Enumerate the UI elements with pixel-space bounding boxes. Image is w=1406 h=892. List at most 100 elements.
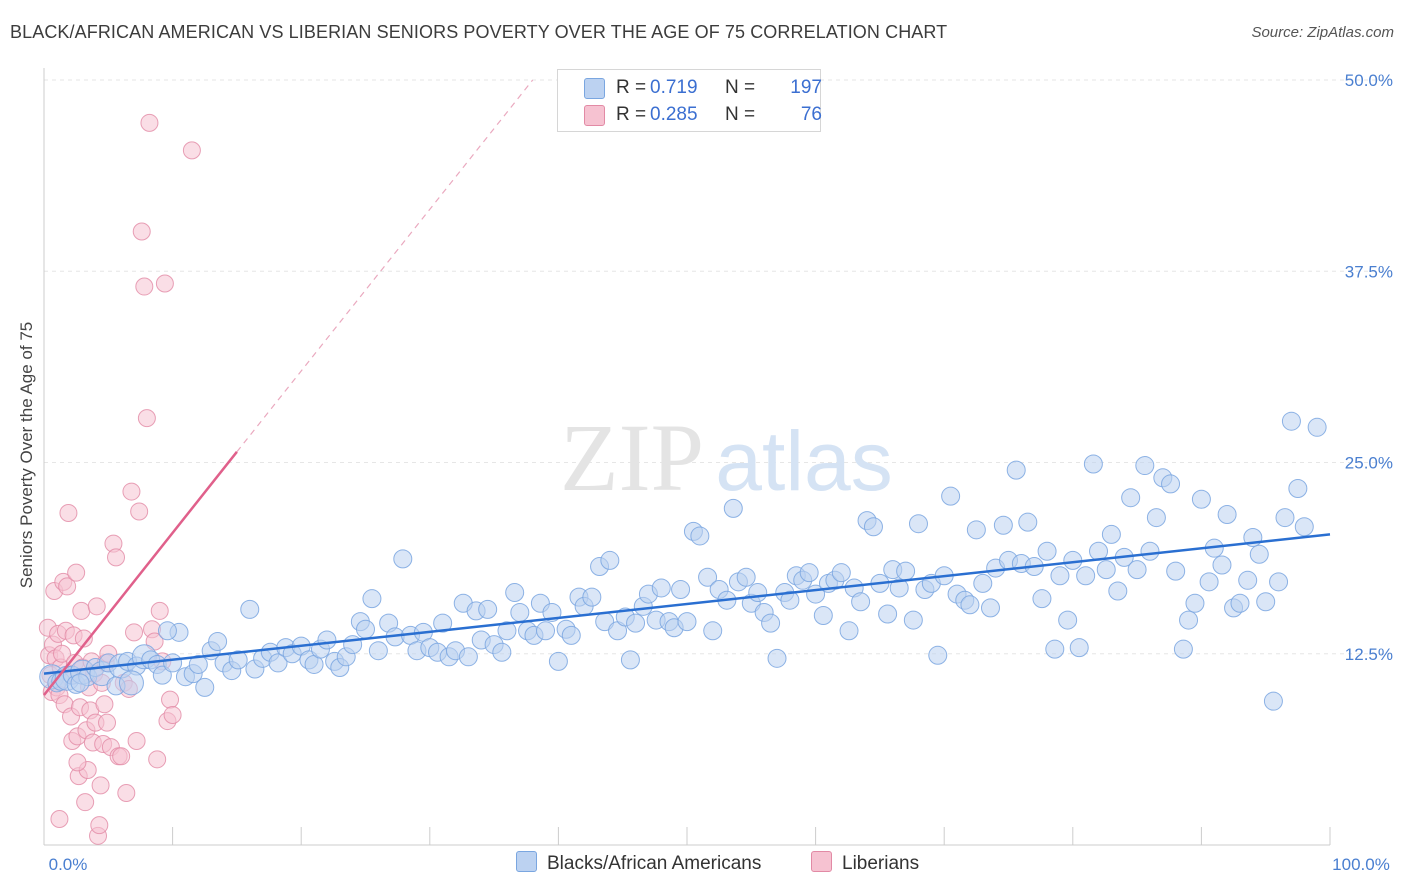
point-liberian (140, 113, 159, 132)
point-black-african-american (941, 486, 961, 506)
series-liberians (38, 113, 201, 845)
chart-title: BLACK/AFRICAN AMERICAN VS LIBERIAN SENIO… (10, 22, 948, 42)
point-black-african-american (582, 587, 602, 607)
point-liberian (182, 141, 201, 160)
point-black-african-american (152, 665, 172, 685)
point-black-african-american (896, 561, 916, 581)
point-liberian (95, 695, 114, 714)
point-black-african-american (1307, 417, 1327, 437)
point-black-african-american (548, 651, 568, 671)
legend-r-label: R = (616, 77, 647, 98)
point-liberian (87, 597, 106, 616)
point-liberian (72, 601, 91, 620)
point-black-african-american (651, 578, 671, 598)
point-black-african-american (993, 515, 1013, 535)
point-black-african-american (1050, 566, 1070, 586)
point-black-african-american (1037, 541, 1057, 561)
trend-line-liberians (43, 451, 238, 696)
point-black-african-american (1006, 460, 1026, 480)
point-liberian (91, 776, 110, 795)
point-liberian (127, 731, 146, 750)
x-tick-labels: 0.0% 100.0% (49, 855, 1390, 874)
point-black-african-american (505, 583, 525, 603)
y-tick-labels: 12.5% 25.0% 37.5% 50.0% (1345, 71, 1393, 664)
point-liberian (76, 793, 95, 812)
point-black-african-american (362, 589, 382, 609)
point-black-african-american (1018, 512, 1038, 532)
point-black-african-american (268, 653, 288, 673)
point-black-african-american (536, 621, 556, 641)
point-black-african-american (1032, 589, 1052, 609)
trend-line-liberians-extension (236, 79, 534, 453)
point-black-african-american (1140, 541, 1160, 561)
y-tick-label: 25.0% (1345, 454, 1393, 473)
point-black-african-american (1108, 581, 1128, 601)
point-black-african-american (1199, 572, 1219, 592)
point-black-african-american (878, 604, 898, 624)
point-black-african-american (600, 550, 620, 570)
point-black-african-american (736, 567, 756, 587)
point-black-african-american (1058, 610, 1078, 630)
point-liberian (161, 690, 180, 709)
point-black-african-american (748, 583, 768, 603)
bottom-legend-swatch-blacks (516, 851, 537, 872)
point-black-african-american (343, 635, 363, 655)
legend-r-value-blacks: 0.719 (650, 77, 698, 98)
point-black-african-american (458, 647, 478, 667)
point-black-african-american (626, 613, 646, 633)
point-black-african-american (780, 590, 800, 610)
point-liberian (68, 753, 87, 772)
x-tick-label-min: 0.0% (49, 855, 88, 874)
point-black-african-american (228, 650, 248, 670)
point-black-african-american (188, 654, 208, 674)
point-black-african-american (393, 549, 413, 569)
point-black-african-american (1083, 454, 1103, 474)
point-black-african-american (908, 514, 928, 534)
point-black-african-american (1076, 566, 1096, 586)
point-black-african-american (831, 563, 851, 583)
point-black-african-american (1185, 593, 1205, 613)
point-black-african-american (1161, 474, 1181, 494)
point-black-african-american (240, 599, 260, 619)
point-black-african-american (208, 632, 228, 652)
point-black-african-american (497, 621, 517, 641)
point-black-african-american (1121, 488, 1141, 508)
point-liberian (107, 548, 126, 567)
point-black-african-american (1288, 479, 1308, 499)
point-black-african-american (799, 563, 819, 583)
point-liberian (50, 809, 69, 828)
point-black-african-american (851, 592, 871, 612)
point-black-african-american (510, 602, 530, 622)
point-black-african-american (195, 677, 215, 697)
point-black-african-american (761, 613, 781, 633)
point-liberian (58, 577, 77, 596)
legend-swatch-blacks (584, 78, 605, 99)
point-liberian (67, 563, 86, 582)
point-black-african-american (703, 621, 723, 641)
legend-r-value-liberians: 0.285 (650, 104, 698, 125)
point-liberian (135, 277, 154, 296)
point-liberian (112, 747, 131, 766)
point-liberian (74, 629, 93, 648)
point-black-african-american (1281, 411, 1301, 431)
point-black-african-american (433, 613, 453, 633)
watermark-atlas: atlas (715, 414, 892, 508)
point-black-african-american (1045, 639, 1065, 659)
point-liberian (59, 503, 78, 522)
legend-swatch-liberians (584, 105, 605, 126)
point-black-african-american (368, 641, 388, 661)
point-black-african-american (966, 520, 986, 540)
point-black-african-american (813, 606, 833, 625)
point-liberian (155, 274, 174, 293)
point-black-african-american (839, 621, 859, 641)
point-black-african-american (163, 653, 183, 673)
point-liberian (117, 783, 136, 802)
point-black-african-american (620, 650, 640, 670)
point-black-african-american (492, 642, 512, 662)
legend-n-label: N = (725, 104, 756, 125)
point-black-african-american (1217, 505, 1237, 525)
point-liberian (90, 816, 109, 835)
point-black-african-american (973, 573, 993, 593)
bottom-legend-blacks: Blacks/African Americans (516, 851, 761, 875)
